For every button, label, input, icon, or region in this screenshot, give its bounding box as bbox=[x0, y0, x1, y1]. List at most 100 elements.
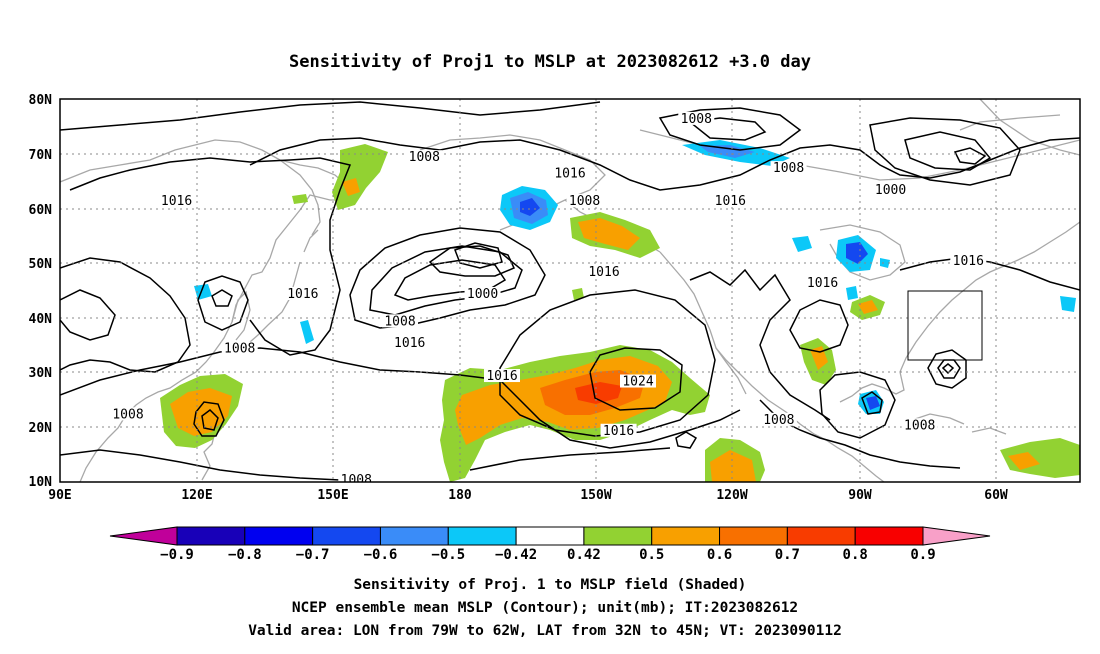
contour-label-background bbox=[760, 412, 797, 426]
contour-subtropical bbox=[60, 347, 741, 449]
colorbar-label: −0.5 bbox=[431, 547, 465, 563]
shade-negative-small1 bbox=[792, 236, 812, 252]
colorbar-label: −0.42 bbox=[495, 547, 537, 563]
shade-negative-alaska-dark bbox=[520, 198, 540, 216]
contour-label-background bbox=[484, 369, 520, 383]
contour-label-background bbox=[158, 193, 195, 207]
contour-label: 1008 bbox=[384, 314, 415, 329]
contour-atlantic-1016 bbox=[899, 257, 1080, 291]
colorbar bbox=[109, 526, 991, 546]
shade-arctic-green bbox=[332, 144, 388, 210]
caption-line-3: Valid area: LON from 79W to 62W, LAT fro… bbox=[248, 623, 842, 639]
shade-negative-small3 bbox=[300, 320, 314, 344]
contour-circle-small bbox=[675, 431, 698, 449]
contour-label-background bbox=[678, 111, 715, 125]
shade-gulf-orange bbox=[858, 300, 878, 314]
shade-negative-small6 bbox=[846, 286, 858, 300]
contour-label-background bbox=[552, 166, 588, 180]
contour-label: 1016 bbox=[807, 276, 838, 291]
colorbar-min-arrow bbox=[109, 526, 178, 546]
lon-tick-label: 150E bbox=[317, 488, 348, 503]
contour-label: 1016 bbox=[394, 336, 425, 351]
contour-japan-low bbox=[197, 275, 249, 331]
shade-baja-orange bbox=[810, 346, 828, 370]
contour-1016-mid bbox=[69, 157, 352, 356]
contour-label-background bbox=[566, 193, 603, 207]
lon-tick-label: 120E bbox=[181, 488, 212, 503]
contour-pacific-high bbox=[499, 289, 716, 437]
contour-label-background bbox=[391, 336, 428, 350]
contour-label: 1000 bbox=[875, 183, 906, 198]
coast-sea-of-okhotsk bbox=[279, 159, 321, 236]
colorbar-label: −0.8 bbox=[228, 547, 262, 563]
contour-label-background bbox=[770, 161, 807, 175]
shade-small-green2 bbox=[572, 288, 584, 300]
shade-negative-small4 bbox=[1060, 296, 1076, 312]
contour-label: 1024 bbox=[622, 375, 653, 390]
contour-south-1008 bbox=[60, 449, 341, 481]
contour-south-1016 bbox=[469, 447, 671, 471]
contour-label: 1008 bbox=[773, 161, 804, 176]
contour-label-background bbox=[804, 276, 841, 290]
shade-negative-canada-blue bbox=[846, 242, 868, 264]
contour-label: 1008 bbox=[224, 342, 255, 357]
colorbar-swatch bbox=[786, 526, 856, 546]
contour-label: 1016 bbox=[554, 167, 585, 182]
coast-japan bbox=[249, 229, 319, 343]
colorbar-swatch bbox=[515, 526, 585, 546]
contour-label-background bbox=[338, 473, 375, 482]
shade-arctic-orange bbox=[342, 178, 360, 196]
colorbar-swatch bbox=[583, 526, 653, 546]
graticule bbox=[60, 99, 1080, 482]
contour-west-1016 bbox=[60, 257, 191, 373]
shade-negative-arctic-blue bbox=[700, 145, 755, 158]
shade-hawaii-high-red bbox=[575, 382, 622, 404]
contour-label: 1016 bbox=[603, 424, 634, 439]
contour-label-background bbox=[382, 314, 418, 328]
contour-label: 1008 bbox=[112, 407, 143, 422]
colorbar-label: 0.6 bbox=[707, 547, 732, 563]
contour-labels: 1008 1008 1008 1016 1016 1016 1008 1000 1016 1016… bbox=[110, 111, 987, 488]
contour-aleutian-low-4 bbox=[428, 245, 516, 277]
contour-aleutian-low-2 bbox=[369, 245, 523, 316]
lon-axis: 90E 120E 150E 180 150W 120W 90W 60W bbox=[48, 488, 1008, 503]
colorbar-label: −0.9 bbox=[160, 547, 194, 563]
contour-label-background bbox=[872, 183, 909, 197]
colorbar-swatch bbox=[447, 526, 517, 546]
contour-label: 1016 bbox=[161, 194, 192, 209]
contour-atlantic-hurricane-3 bbox=[941, 363, 955, 375]
contour-na-wavy bbox=[689, 268, 831, 421]
contour-label: 1016 bbox=[287, 287, 318, 302]
contour-label-background bbox=[586, 265, 622, 279]
contour-label-background bbox=[950, 254, 987, 268]
coast-greenland bbox=[979, 99, 1080, 156]
contour-label-background bbox=[464, 286, 501, 300]
shade-negative-small2 bbox=[194, 284, 212, 300]
valid-area-box bbox=[907, 290, 983, 361]
lon-tick-label: 90E bbox=[48, 488, 71, 503]
contour-aleutian-low-3 bbox=[393, 259, 507, 301]
colorbar-label: 0.5 bbox=[639, 547, 664, 563]
contour-label-background bbox=[712, 193, 749, 207]
mslp-contours bbox=[60, 101, 1080, 481]
shade-negative-small5 bbox=[880, 258, 890, 268]
contour-label: 1008 bbox=[904, 418, 935, 433]
shade-bering-orange-inner bbox=[578, 218, 640, 250]
caption-line-1: Sensitivity of Proj. 1 to MSLP field (Sh… bbox=[354, 577, 747, 593]
contour-label: 1016 bbox=[953, 254, 984, 269]
contour-label: 1016 bbox=[715, 194, 746, 209]
lat-tick-label: 80N bbox=[29, 93, 53, 108]
lon-tick-label: 180 bbox=[448, 488, 472, 503]
lon-tick-label: 60W bbox=[984, 488, 1008, 503]
colorbar-swatch bbox=[651, 526, 721, 546]
lat-tick-label: 60N bbox=[29, 203, 53, 218]
contour-label-background bbox=[620, 374, 656, 388]
contour-label-background bbox=[406, 150, 443, 164]
contour-label: 1008 bbox=[409, 150, 440, 165]
contour-label: 1008 bbox=[763, 413, 794, 428]
map-panel: 1008 1008 1008 1016 1016 1016 1008 1000 1016 1016… bbox=[29, 93, 1081, 503]
contour-wpac-typhoon-2 bbox=[201, 409, 219, 431]
colorbar-swatch bbox=[854, 526, 924, 546]
contour-label: 1008 bbox=[341, 473, 372, 488]
